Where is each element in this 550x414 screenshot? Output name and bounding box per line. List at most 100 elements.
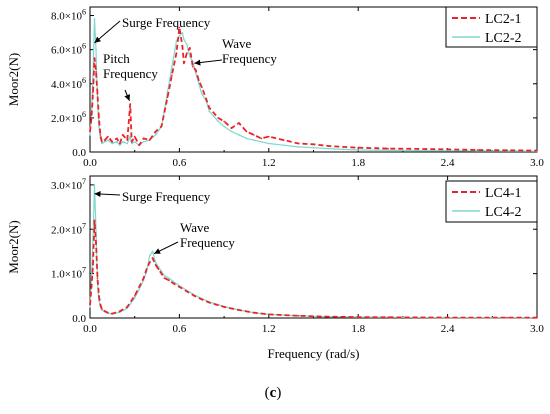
y-tick-label: 2.0×106 [51, 110, 86, 125]
data-point-lc2-1 [536, 149, 538, 152]
data-point-lc2-1 [95, 71, 97, 73]
x-tick-label: 1.8 [351, 323, 365, 335]
y-axis-label: Moor2(N) [6, 220, 21, 273]
data-point-lc4-1 [327, 315, 330, 318]
data-point-lc2-1 [260, 137, 263, 140]
data-point-lc4-2 [172, 280, 175, 283]
data-point-lc4-1 [107, 311, 109, 314]
legend: LC4-1 LC4-2 [445, 180, 538, 223]
legend-box [445, 6, 538, 48]
data-point-lc4-1 [142, 277, 145, 279]
y-tick-label: 6.0×106 [51, 42, 86, 57]
data-point-lc2-2 [183, 38, 185, 41]
data-point-lc2-1 [357, 146, 360, 149]
data-point-lc2-1 [148, 139, 151, 141]
data-point-lc2-1 [506, 149, 509, 152]
annotation-text: Frequency [103, 66, 158, 81]
data-point-lc2-1 [178, 26, 181, 29]
chart-panel-top: 0.0 0.6 1.2 1.8 2.4 3.0 0.0 2.0×106 4.0×106 6.0×1… [6, 6, 544, 169]
data-point-lc2-1 [297, 142, 300, 145]
data-point-lc4-1 [119, 310, 121, 313]
data-point-lc2-1 [245, 130, 248, 133]
caption-close-paren: ) [276, 385, 281, 401]
data-point-lc2-1 [160, 125, 163, 128]
data-point-lc2-2 [208, 110, 210, 112]
data-point-lc4-1 [95, 241, 97, 244]
legend: LC2-1 LC2-2 [445, 6, 538, 48]
legend-box [445, 180, 538, 223]
data-point-lc2-1 [129, 103, 131, 105]
annotation-text: Frequency [180, 235, 235, 250]
data-point-lc2-2 [212, 115, 215, 117]
annotation-text: Frequency [222, 51, 277, 66]
data-point-lc2-2 [175, 40, 178, 42]
data-point-lc2-2 [101, 142, 103, 145]
x-tick-label: 0.6 [173, 323, 187, 335]
data-point-lc2-1 [142, 137, 145, 140]
data-point-lc2-2 [154, 134, 157, 136]
data-point-lc4-1 [238, 309, 240, 311]
data-point-lc4-1 [223, 306, 225, 308]
data-point-lc2-1 [133, 135, 136, 138]
data-point-lc4-1 [157, 268, 160, 271]
data-point-lc4-1 [163, 277, 166, 279]
data-point-lc2-2 [186, 43, 188, 46]
data-point-lc2-2 [342, 148, 345, 151]
y-tick-label: 3.0×107 [51, 177, 86, 192]
data-point-lc2-2 [357, 149, 360, 151]
data-point-lc2-1 [107, 135, 109, 138]
data-point-lc2-1 [342, 146, 345, 148]
data-point-lc4-1 [193, 295, 196, 297]
data-point-lc2-2 [111, 142, 114, 145]
data-point-lc2-1 [253, 134, 255, 136]
data-point-lc4-1 [446, 316, 449, 319]
y-tick-label: 0.0 [72, 147, 86, 159]
data-point-lc2-1 [189, 47, 191, 49]
legend-label: LC2-2 [485, 31, 522, 46]
data-point-lc2-2 [89, 134, 91, 136]
series-line-lc4-1 [89, 219, 538, 319]
data-point-lc4-1 [151, 257, 154, 259]
data-point-lc4-1 [89, 303, 91, 306]
data-point-lc2-1 [98, 117, 100, 119]
data-point-lc4-1 [297, 315, 300, 317]
annotation-text: Surge Frequency [122, 15, 211, 30]
data-point-lc2-1 [312, 143, 315, 146]
data-point-lc4-1 [178, 286, 181, 288]
x-tick-label: 2.4 [441, 323, 455, 335]
data-point-lc2-1 [93, 57, 96, 59]
data-point-lc4-2 [89, 306, 91, 308]
data-point-lc2-2 [107, 139, 109, 141]
data-point-lc4-2 [151, 250, 154, 253]
annotation-text: Pitch [103, 51, 130, 66]
y-axis-label: Moor2(N) [6, 53, 21, 106]
data-point-lc2-2 [98, 125, 100, 128]
data-point-lc4-1 [208, 301, 210, 304]
data-point-lc2-1 [195, 69, 197, 71]
data-point-lc4-1 [536, 316, 538, 319]
annotation-text: Surge Frequency [122, 189, 211, 204]
data-point-lc2-1 [99, 134, 102, 136]
data-point-lc4-1 [104, 310, 106, 313]
data-point-lc2-2 [260, 141, 263, 143]
data-point-lc4-1 [268, 313, 270, 316]
data-point-lc2-1 [230, 127, 233, 129]
data-point-lc2-1 [89, 130, 91, 133]
data-point-lc2-1 [327, 145, 330, 147]
data-point-lc2-2 [312, 146, 315, 149]
data-point-lc2-1 [186, 52, 188, 54]
data-point-lc4-2 [138, 288, 140, 291]
x-tick-label: 0.6 [173, 157, 187, 169]
data-point-lc2-1 [201, 86, 203, 88]
y-tick-label: 8.0×106 [51, 8, 86, 23]
x-tick-label: 1.2 [262, 157, 276, 169]
annotation-arrowhead [194, 59, 201, 66]
annotation-text: Wave [222, 36, 251, 51]
data-point-lc4-2 [163, 275, 166, 277]
data-point-lc2-1 [90, 117, 93, 119]
data-point-lc4-1 [101, 308, 103, 310]
data-point-lc2-2 [223, 125, 225, 128]
